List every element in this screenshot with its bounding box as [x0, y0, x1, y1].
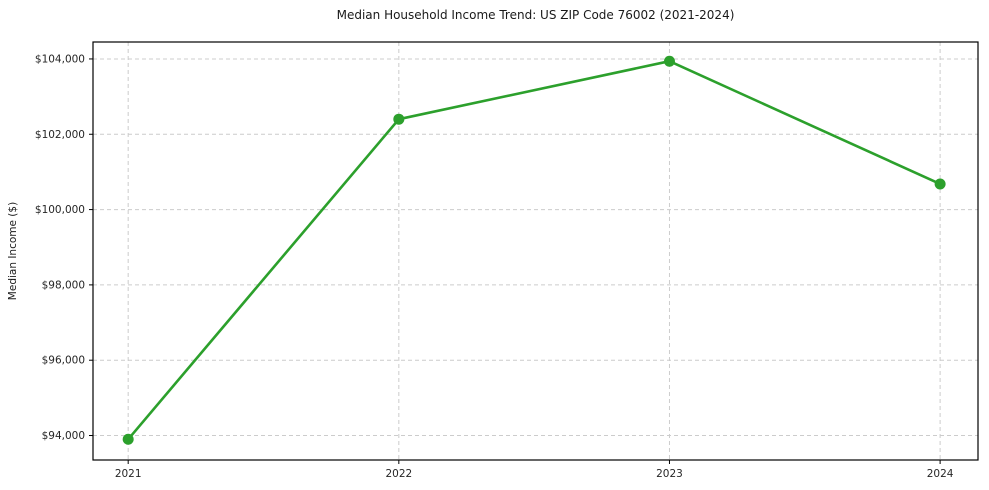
y-tick-label: $102,000	[35, 129, 85, 141]
y-tick-label: $96,000	[42, 355, 85, 367]
y-tick-label: $100,000	[35, 204, 85, 216]
plot-frame	[92, 41, 979, 461]
data-point-2021	[122, 433, 134, 445]
y-tick-label: $98,000	[42, 279, 85, 291]
x-tick-label: 2024	[927, 468, 954, 480]
data-point-2024	[934, 178, 946, 190]
trend-line	[126, 59, 942, 441]
x-tick-label: 2021	[115, 468, 142, 480]
data-point-2023	[663, 55, 675, 67]
chart-title: Median Household Income Trend: US ZIP Co…	[336, 8, 735, 22]
y-tick-label: $104,000	[35, 53, 85, 65]
data-point-2022	[393, 113, 405, 125]
x-tick-label: 2022	[385, 468, 412, 480]
x-tick-label: 2023	[656, 468, 683, 480]
y-tick-label: $94,000	[42, 430, 85, 442]
